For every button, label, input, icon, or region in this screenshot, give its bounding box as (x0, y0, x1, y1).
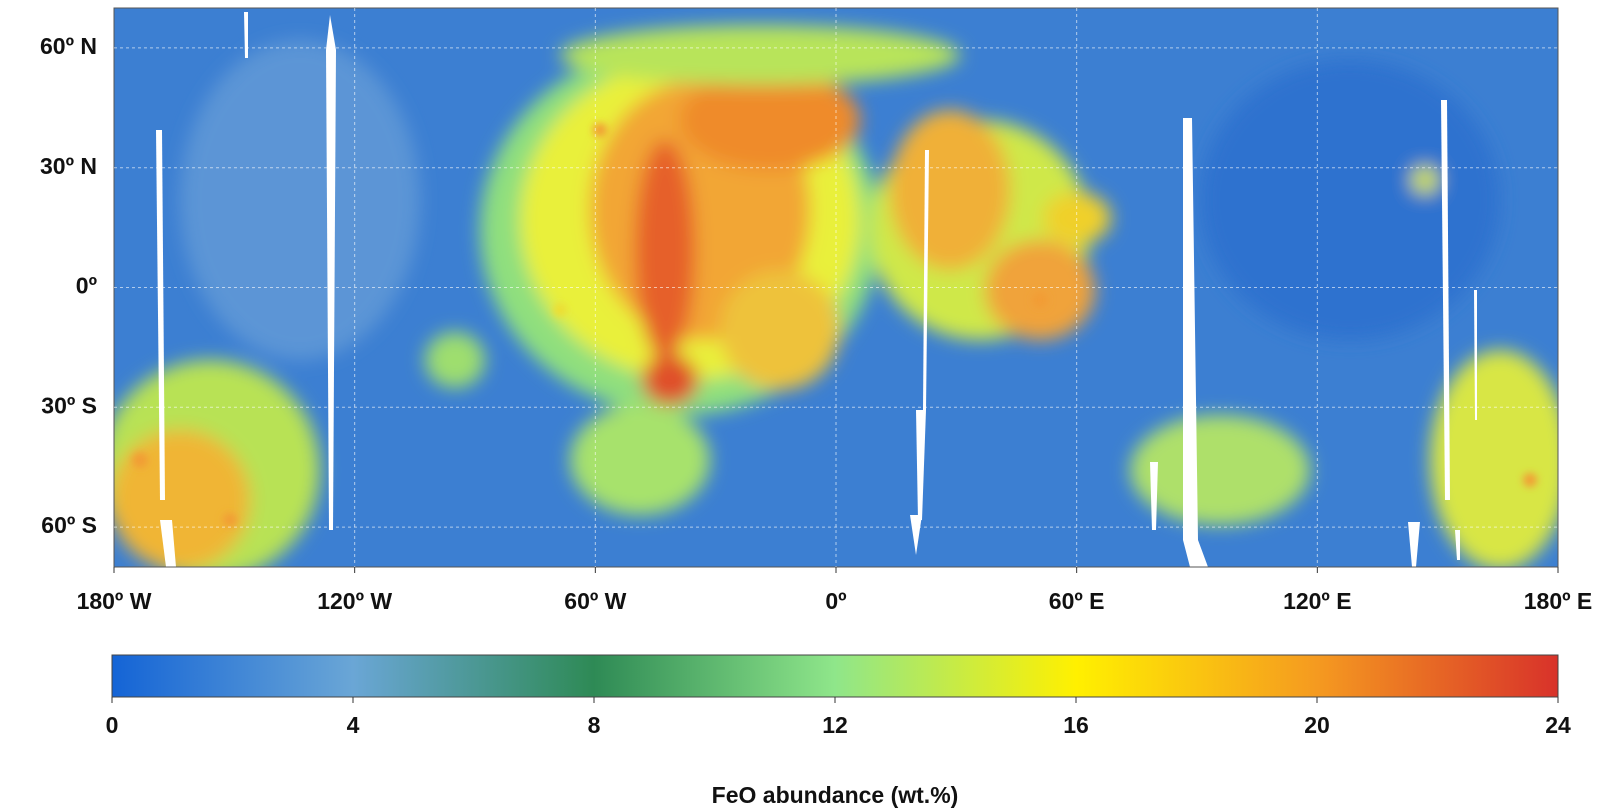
colorbar-label: FeO abundance (wt.%) (712, 782, 959, 808)
colorbar-tick-label: 4 (347, 712, 360, 738)
colorbar-tick-label: 24 (1545, 712, 1571, 738)
colorbar-tick-label: 12 (822, 712, 848, 738)
figure: FeO abundance (wt.%) 180º W 120º W 60º W 0º… (0, 0, 1624, 812)
colorbar-tick-label: 16 (1063, 712, 1089, 738)
colorbar-tick-label: 20 (1304, 712, 1330, 738)
y-tick-label: 60º S (41, 512, 97, 538)
x-tick-label: 0º (825, 588, 846, 614)
colorbar (112, 655, 1558, 697)
y-tick-label: 30º N (40, 153, 97, 179)
fe-map (100, 8, 1570, 580)
x-tick-label: 60º E (1049, 588, 1105, 614)
x-tick-label: 120º W (317, 588, 392, 614)
x-tick-label: 180º W (77, 588, 152, 614)
y-tick-label: 0º (76, 273, 97, 299)
colorbar-tick-label: 8 (588, 712, 601, 738)
y-tick-label: 30º S (41, 392, 97, 418)
y-tick-label: 60º N (40, 33, 97, 59)
colorbar-tick-label: 0 (106, 712, 119, 738)
x-tick-label: 60º W (564, 588, 626, 614)
x-tick-label: 120º E (1283, 588, 1352, 614)
x-tick-label: 180º E (1524, 588, 1593, 614)
